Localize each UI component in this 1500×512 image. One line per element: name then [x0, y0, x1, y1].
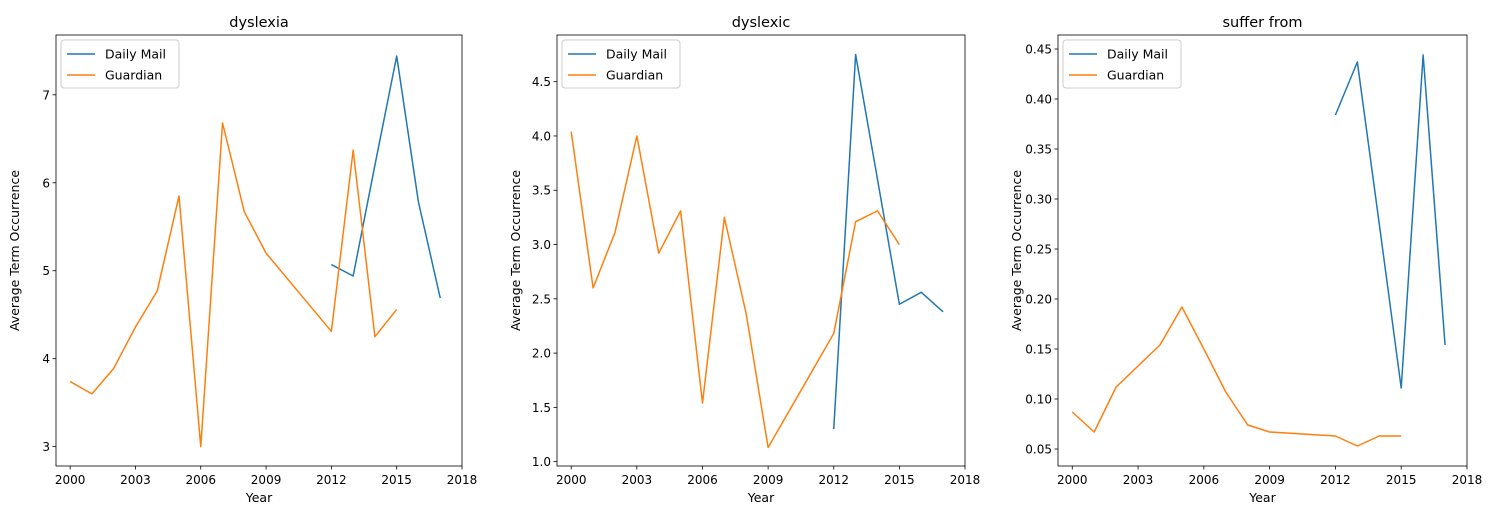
x-axis-label: Year [1248, 490, 1276, 505]
y-tick-label: 4.5 [532, 75, 551, 89]
chart-title: suffer from [1223, 15, 1303, 31]
chart-panel-1: 2000 2003 2006 2009 2012 2015 2018 3 4 5 6 7 dyslexi… [7, 15, 477, 505]
y-tick-label: 0.35 [1025, 143, 1052, 157]
y-tick-label: 4.0 [532, 129, 551, 143]
y-tick-label: 0.15 [1025, 343, 1052, 357]
y-axis-label: Average Term Occurrence [508, 170, 523, 331]
y-tick-label: 3.0 [532, 238, 551, 252]
x-tick-label: 2012 [1320, 473, 1351, 487]
y-tick-label: 0.05 [1025, 443, 1052, 457]
chart-panel-2: 2000 2003 2006 2009 2012 2015 2018 1.0 1.5 2.0 2.5… [508, 15, 980, 505]
y-axis-label: Average Term Occurrence [7, 170, 22, 331]
legend-box [1062, 39, 1182, 89]
x-tick-label: 2018 [1452, 473, 1483, 487]
y-tick-label: 2.0 [532, 347, 551, 361]
y-tick-label: 0.45 [1025, 43, 1052, 57]
x-tick-label: 2000 [1057, 473, 1088, 487]
y-tick-label: 0.25 [1025, 243, 1052, 257]
y-tick-label: 1.5 [532, 401, 551, 415]
series-line-guardian [1071, 306, 1402, 447]
x-tick-label: 2015 [1386, 473, 1417, 487]
x-tick-label: 2006 [1189, 473, 1220, 487]
x-tick-label: 2015 [884, 473, 915, 487]
y-tick-label: 0.40 [1025, 93, 1052, 107]
x-tick-label: 2003 [622, 473, 653, 487]
x-tick-label: 2006 [185, 473, 216, 487]
x-tick-label: 2009 [1254, 473, 1285, 487]
plot-frame [1057, 34, 1468, 467]
y-tick-label: 3 [42, 440, 50, 454]
y-tick-label: 7 [42, 88, 50, 102]
x-tick-label: 2018 [950, 473, 981, 487]
plot-frame [556, 34, 966, 467]
y-tick-label: 0.10 [1025, 393, 1052, 407]
x-tick-label: 2003 [120, 473, 151, 487]
legend-label: Guardian [105, 68, 162, 83]
x-axis-label: Year [245, 490, 273, 505]
legend-label: Guardian [1107, 68, 1164, 83]
x-axis-label: Year [747, 490, 775, 505]
chart-title: dyslexic [732, 15, 791, 31]
plot-frame [55, 34, 463, 467]
chart-panel-3: 2000 2003 2006 2009 2012 2015 2018 0.05 0.10 0.15… [1009, 15, 1482, 505]
series-line-daily-mail [331, 55, 441, 299]
x-tick-label: 2009 [251, 473, 282, 487]
x-tick-label: 2018 [447, 473, 478, 487]
y-tick-label: 3.5 [532, 184, 551, 198]
legend-label: Guardian [606, 68, 663, 83]
chart-title: dyslexia [229, 15, 289, 31]
x-tick-label: 2003 [1123, 473, 1154, 487]
y-tick-label: 6 [42, 176, 50, 190]
x-tick-label: 2009 [753, 473, 784, 487]
y-tick-label: 5 [42, 264, 50, 278]
y-tick-label: 2.5 [532, 292, 551, 306]
legend-label: Daily Mail [105, 47, 166, 62]
x-tick-label: 2012 [316, 473, 347, 487]
series-line-daily-mail [1334, 54, 1446, 389]
y-tick-label: 4 [42, 352, 50, 366]
series-line-guardian [69, 122, 398, 448]
legend-box [561, 39, 681, 89]
y-axis-label: Average Term Occurrence [1009, 170, 1024, 331]
series-line-guardian [570, 131, 900, 449]
series-line-daily-mail [832, 53, 944, 430]
x-tick-label: 2015 [381, 473, 412, 487]
legend-box [60, 39, 180, 89]
x-tick-label: 2000 [55, 473, 86, 487]
legend-label: Daily Mail [1107, 47, 1168, 62]
x-tick-label: 2000 [556, 473, 587, 487]
y-tick-label: 0.20 [1025, 293, 1052, 307]
x-tick-label: 2012 [818, 473, 849, 487]
y-tick-label: 0.30 [1025, 193, 1052, 207]
y-tick-label: 1.0 [532, 455, 551, 469]
legend-label: Daily Mail [606, 47, 667, 62]
x-tick-label: 2006 [687, 473, 718, 487]
